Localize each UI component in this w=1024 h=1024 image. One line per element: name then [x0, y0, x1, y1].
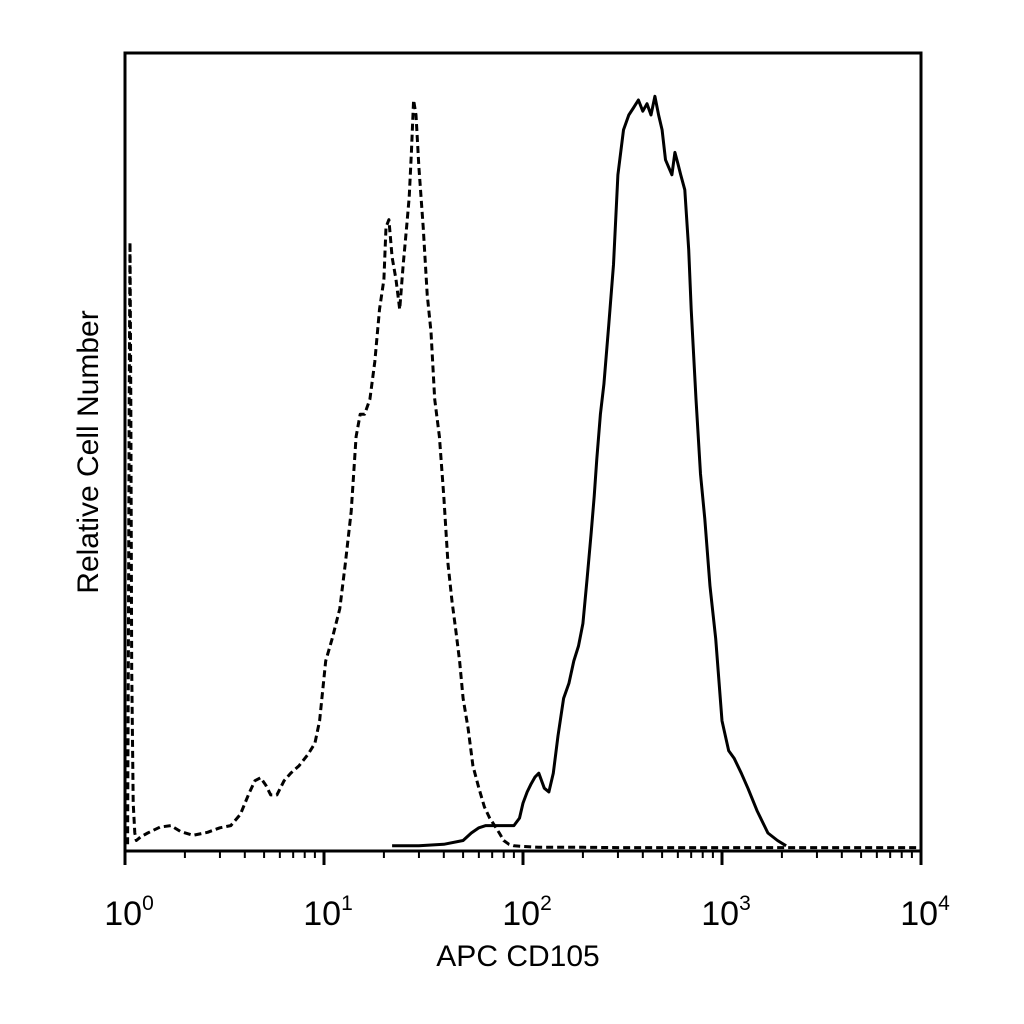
x-tick-labels: 100 101 102 103 104 — [104, 892, 950, 933]
x-tick-label: 104 — [900, 892, 950, 933]
x-tick-label-base: 10 — [701, 895, 739, 933]
x-major-ticks — [123, 850, 923, 865]
x-tick-label-base: 10 — [303, 895, 341, 933]
x-tick-label: 101 — [303, 892, 353, 933]
x-tick-label-exponent: 2 — [540, 892, 552, 915]
x-tick-label-exponent: 0 — [142, 892, 154, 915]
series-layer — [126, 94, 921, 850]
x-tick-label: 102 — [502, 892, 552, 933]
x-axis-title: APC CD105 — [436, 940, 599, 973]
stained-histogram-line — [392, 94, 787, 848]
x-minor-ticks — [183, 850, 913, 858]
x-tick-label: 103 — [701, 892, 751, 933]
x-tick-label-exponent: 4 — [938, 892, 950, 915]
x-tick-label: 100 — [104, 892, 154, 933]
plot-frame — [123, 51, 923, 853]
x-tick-label-base: 10 — [900, 895, 938, 933]
x-tick-label-base: 10 — [104, 895, 142, 933]
x-tick-label-base: 10 — [502, 895, 540, 933]
x-tick-label-exponent: 1 — [341, 892, 353, 915]
control-histogram-line — [126, 98, 921, 850]
x-tick-label-exponent: 3 — [739, 892, 751, 915]
y-axis-title: Relative Cell Number — [72, 310, 105, 593]
